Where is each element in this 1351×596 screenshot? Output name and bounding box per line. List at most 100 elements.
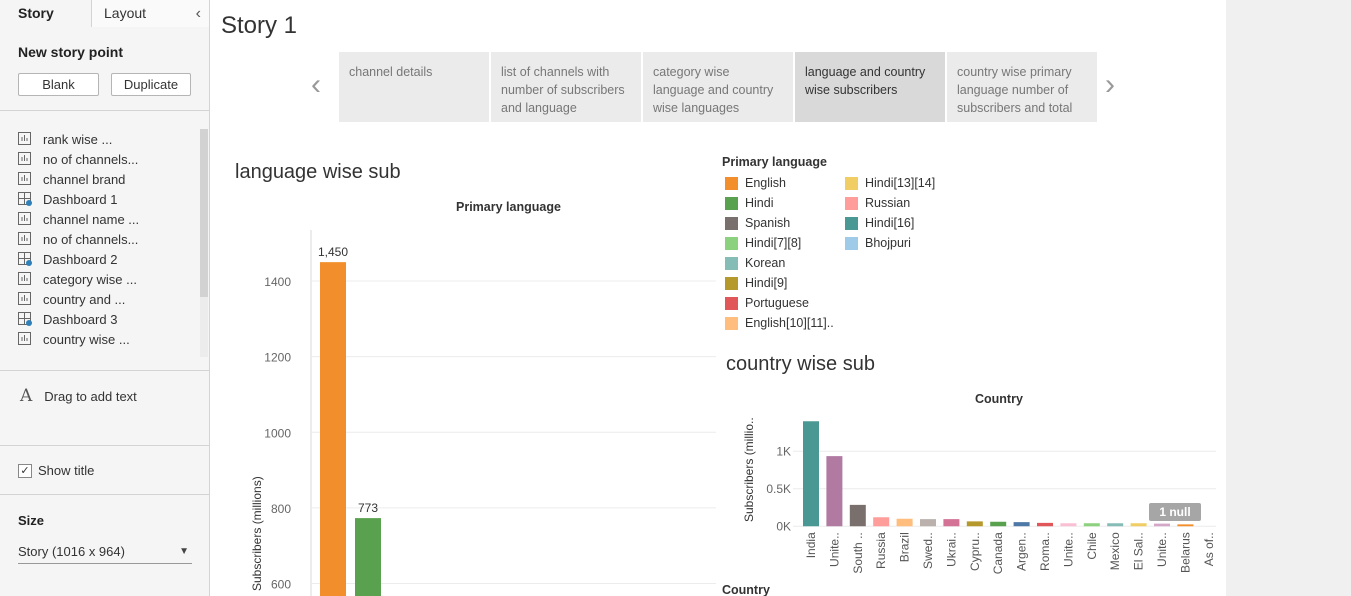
- next-story-point-arrow[interactable]: ›: [1105, 68, 1115, 101]
- legend-item[interactable]: Korean: [725, 255, 785, 271]
- blank-button[interactable]: Blank: [18, 73, 99, 96]
- right-gutter: [1226, 0, 1351, 596]
- dashboard-icon: [18, 192, 32, 206]
- legend-item[interactable]: Hindi[13][14]: [845, 175, 935, 191]
- legend-item[interactable]: Hindi[16]: [845, 215, 914, 231]
- y-tick-label: 600: [271, 578, 291, 592]
- legend-item[interactable]: Russian: [845, 195, 910, 211]
- legend-item[interactable]: English[10][11]..: [725, 315, 834, 331]
- worksheet-icon: [18, 172, 32, 186]
- country-bar: [873, 517, 890, 527]
- new-story-point-heading: New story point: [18, 44, 124, 60]
- legend-swatch: [845, 176, 858, 190]
- tab-layout-label: Layout: [104, 5, 147, 21]
- story-point-tab[interactable]: category wise language and country wise …: [643, 52, 793, 122]
- x-tick-label: Unite..: [1061, 532, 1075, 567]
- bar-hindi: [355, 518, 381, 596]
- legend-label: English[10][11]..: [745, 316, 834, 330]
- story-point-tab[interactable]: country wise primary language number of …: [947, 52, 1097, 122]
- collapse-panel-icon[interactable]: ‹: [195, 5, 201, 22]
- legend-swatch: [725, 276, 738, 290]
- legend-item[interactable]: Hindi[9]: [725, 275, 787, 291]
- country-bar: [990, 521, 1007, 527]
- sheet-list-item[interactable]: no of channels...: [18, 229, 138, 249]
- sheet-list-item[interactable]: Dashboard 3: [18, 309, 117, 329]
- story-point-tab[interactable]: list of channels with number of subscrib…: [491, 52, 641, 122]
- drag-to-add-text[interactable]: A Drag to add text: [20, 386, 137, 406]
- x-tick-label: Argen..: [1015, 532, 1029, 571]
- sheet-list-item[interactable]: rank wise ...: [18, 129, 112, 149]
- sheet-list-item-label: rank wise ...: [43, 131, 113, 147]
- data-label: 1,450: [318, 245, 348, 259]
- language-sheet-title: language wise sub: [235, 161, 401, 183]
- legend-label: Hindi[13][14]: [865, 176, 936, 190]
- country-bar: [896, 518, 913, 527]
- sheet-list-item[interactable]: country and ...: [18, 289, 125, 309]
- sheet-list-item-label: country and ...: [43, 291, 126, 307]
- tab-story[interactable]: Story: [0, 0, 92, 27]
- x-tick-label: Canada: [991, 532, 1005, 574]
- country-legend-title: Country: [722, 583, 770, 596]
- text-object-icon: A: [20, 386, 33, 406]
- sheet-list-item[interactable]: channel name ...: [18, 209, 139, 229]
- x-tick-label: Unite..: [1155, 532, 1169, 567]
- legend-label: Bhojpuri: [865, 236, 911, 250]
- previous-story-point-arrow[interactable]: ‹: [311, 68, 321, 101]
- y-tick-label: 1000: [264, 426, 291, 440]
- x-tick-label: Cypru..: [968, 532, 982, 571]
- worksheet-icon: [18, 292, 32, 306]
- legend-item[interactable]: Spanish: [725, 215, 790, 231]
- country-chart-header: Country: [975, 392, 1023, 406]
- bar-english: [320, 262, 346, 596]
- country-bar: [1083, 523, 1100, 527]
- scrollbar-thumb[interactable]: [200, 129, 208, 297]
- sheet-list-item[interactable]: Dashboard 2: [18, 249, 117, 269]
- legend-swatch: [725, 296, 738, 310]
- legend-swatch: [725, 176, 738, 190]
- legend-item[interactable]: Bhojpuri: [845, 235, 911, 251]
- legend-item[interactable]: Hindi: [725, 195, 774, 211]
- country-bar-chart: 0K 0.5K 1K Subscribers (millio.. India Unite.…: [742, 417, 1216, 574]
- worksheet-icon: [18, 132, 32, 146]
- x-tick-label: As of..: [1202, 532, 1216, 566]
- duplicate-button[interactable]: Duplicate: [111, 73, 191, 96]
- sheet-list-item[interactable]: channel brand: [18, 169, 125, 189]
- story-point-tab[interactable]: language and country wise subscribers: [795, 52, 945, 122]
- divider: [0, 494, 209, 495]
- legend-swatch: [725, 316, 738, 330]
- x-tick-label: Ukrai..: [944, 532, 958, 567]
- x-tick-label: South ..: [851, 532, 865, 573]
- sheet-list-item[interactable]: no of channels...: [18, 149, 138, 169]
- sheet-list-item[interactable]: category wise ...: [18, 269, 137, 289]
- tab-layout[interactable]: Layout ‹: [92, 0, 209, 27]
- null-values-badge[interactable]: 1 null: [1149, 503, 1201, 521]
- legend-label: Spanish: [745, 216, 791, 230]
- legend-label: Korean: [745, 256, 786, 270]
- show-title-toggle[interactable]: ✓ Show title: [18, 463, 94, 478]
- legend-item[interactable]: Hindi[7][8]: [725, 235, 801, 251]
- worksheet-icon: [18, 332, 32, 346]
- story-point-tab[interactable]: channel details: [339, 52, 489, 122]
- x-tick-label: Russia: [874, 532, 888, 569]
- legend-label: Hindi[7][8]: [745, 236, 802, 250]
- y-tick-label: 0K: [776, 519, 791, 533]
- country-bar: [966, 521, 983, 527]
- sheet-list-item[interactable]: Dashboard 1: [18, 189, 117, 209]
- x-tick-label: Belarus: [1178, 532, 1192, 573]
- show-title-checkbox[interactable]: ✓: [18, 463, 32, 478]
- country-sheet-title: country wise sub: [726, 353, 875, 375]
- sheet-list: rank wise ... no of channels... channel br…: [0, 129, 209, 357]
- legend-item[interactable]: Portuguese: [725, 295, 809, 311]
- legend-item[interactable]: English: [725, 175, 786, 191]
- y-axis-title: Subscribers (millio..: [742, 417, 756, 522]
- y-tick-label: 800: [271, 502, 291, 516]
- sheet-list-item[interactable]: country wise ...: [18, 329, 130, 349]
- story-size-select[interactable]: Story (1016 x 964) ▼: [18, 542, 192, 564]
- dashboard-icon: [18, 312, 32, 326]
- country-bar: [1013, 522, 1030, 527]
- sheet-list-item-label: category wise ...: [43, 271, 137, 287]
- y-tick-label: 1K: [776, 444, 791, 458]
- legend-label: English: [745, 176, 786, 190]
- x-tick-label: Chile: [1085, 532, 1099, 560]
- worksheet-icon: [18, 272, 32, 286]
